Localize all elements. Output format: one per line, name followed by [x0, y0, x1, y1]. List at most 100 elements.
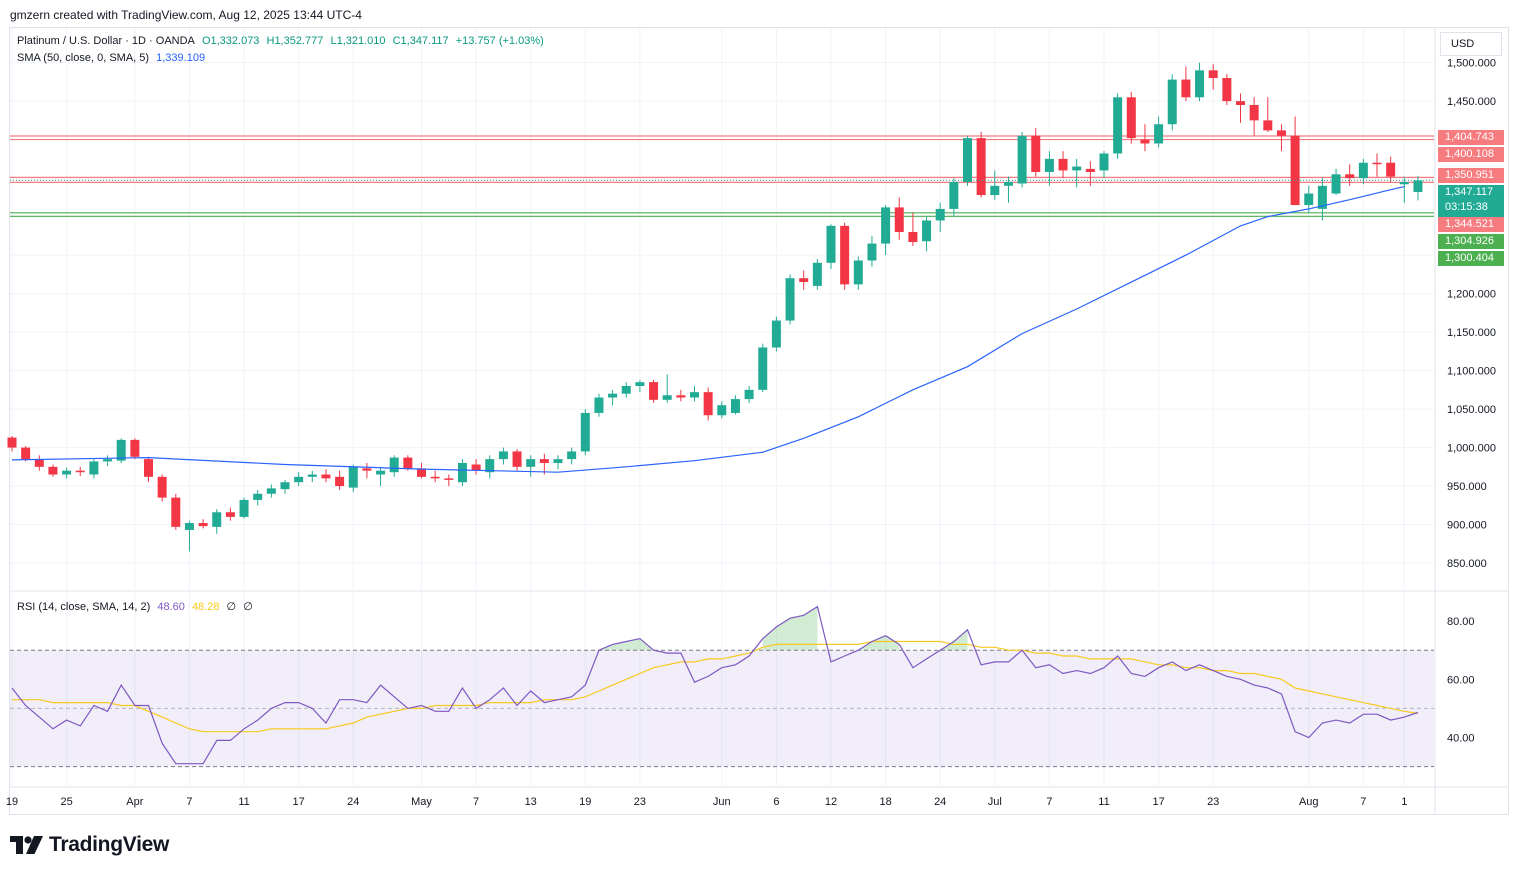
candle-body: [430, 476, 440, 479]
candle-body: [840, 225, 850, 285]
candle-body: [881, 207, 891, 244]
high-value: H1,352.777: [266, 35, 324, 47]
candle-body: [785, 278, 795, 321]
time-tick-label: 11: [1098, 796, 1109, 808]
time-tick-label: 24: [347, 796, 359, 808]
chart-frame: [9, 27, 1509, 815]
candle-body: [963, 138, 972, 182]
candle-body: [1249, 104, 1259, 121]
candle-body: [908, 232, 918, 243]
candle-body: [1386, 162, 1396, 177]
candle-body: [294, 476, 304, 483]
time-tick-label: 12: [825, 796, 837, 808]
time-tick-label: Aug: [1299, 796, 1319, 808]
price-tick-label: 1,050.000: [1447, 404, 1496, 416]
time-tick-label: 19: [579, 796, 591, 808]
time-tick-label: Apr: [126, 796, 143, 808]
candle-body: [321, 474, 331, 479]
candle-body: [635, 382, 645, 386]
candle-body: [266, 488, 276, 494]
rsi-overbought-fill: [762, 606, 818, 651]
candle-body: [471, 464, 481, 471]
candle-body: [1372, 162, 1382, 165]
change-value: +13.757 (+1.03%): [455, 35, 544, 47]
time-tick-label: 25: [60, 796, 72, 808]
candle-body: [594, 397, 604, 413]
candle-body: [1345, 174, 1355, 179]
candle-body: [389, 457, 399, 473]
candle-body: [1304, 193, 1314, 206]
rsi-overbought-fill: [940, 629, 968, 651]
candle-body: [1263, 120, 1273, 131]
candle-body: [649, 382, 659, 400]
price-tag-1350: 1,350.951: [1438, 168, 1504, 183]
candle-body: [730, 399, 740, 413]
candle-body: [1358, 162, 1368, 179]
candle-body: [826, 225, 836, 263]
bar-countdown: 03:15:38: [1445, 201, 1488, 213]
candle-body: [949, 181, 959, 209]
candle-body: [444, 478, 454, 480]
last-price-tag: 1,347.117 03:15:38: [1438, 185, 1504, 217]
candle-body: [935, 208, 945, 221]
candle-body: [1331, 174, 1341, 194]
rsi-label: RSI (14, close, SMA, 14, 2): [17, 601, 151, 613]
time-tick-label: 13: [525, 796, 537, 808]
candle-body: [1031, 135, 1041, 172]
candle-body: [457, 462, 467, 483]
candle-body: [253, 493, 263, 500]
brand-name: TradingView: [49, 833, 170, 856]
last-price-value: 1,347.117: [1445, 186, 1494, 198]
candle-body: [1126, 97, 1136, 139]
candle-body: [676, 395, 686, 398]
tradingview-logo-icon: [10, 836, 43, 854]
symbol-legend: Platinum / U.S. Dollar · 1D · OANDA O1,3…: [17, 35, 548, 47]
candle-body: [1003, 181, 1013, 186]
candle-body: [758, 347, 768, 390]
candle-body: [144, 459, 153, 477]
price-tick-label: 1,450.000: [1447, 96, 1496, 108]
candle-body: [867, 243, 877, 261]
tradingview-logo[interactable]: TradingView: [10, 832, 169, 858]
candle-body: [799, 278, 809, 283]
candle-body: [21, 447, 31, 460]
sma-legend: SMA (50, close, 0, SMA, 5) 1,339.109: [17, 52, 209, 64]
price-tick-label: 1,150.000: [1447, 327, 1496, 339]
candle-body: [1167, 79, 1177, 125]
candle-body: [580, 412, 590, 452]
rsi-ma-value: 48.28: [191, 601, 220, 613]
rsi-legend: RSI (14, close, SMA, 14, 2) 48.60 48.28 …: [17, 600, 257, 613]
candle-body: [567, 451, 577, 460]
candle-body: [976, 138, 986, 196]
candle-body: [922, 220, 932, 242]
candle-body: [553, 459, 563, 463]
time-tick-label: 7: [1046, 796, 1052, 808]
candle-body: [225, 512, 235, 517]
price-tick-label: 1,500.000: [1447, 58, 1496, 70]
candle-body: [621, 385, 631, 394]
time-tick-label: 18: [879, 796, 891, 808]
candle-body: [307, 474, 317, 477]
candle-body: [512, 451, 522, 467]
sma-value: 1,339.109: [156, 52, 206, 64]
rsi-tick-label: 40.00: [1447, 733, 1475, 745]
candle-body: [812, 262, 822, 286]
candle-body: [703, 392, 713, 416]
price-tag-1400: 1,400.108: [1438, 147, 1504, 162]
currency-selector[interactable]: USD: [1440, 32, 1502, 56]
symbol-title: Platinum / U.S. Dollar · 1D · OANDA: [17, 35, 195, 47]
rsi-tick-label: 80.00: [1447, 616, 1475, 628]
chart-caption: gmzern created with TradingView.com, Aug…: [10, 8, 362, 22]
time-tick-label: 23: [634, 796, 646, 808]
candle-body: [171, 497, 181, 527]
rsi-overbought-fill: [599, 638, 654, 651]
rsi-extra-2: ∅: [243, 601, 253, 613]
candle-body: [335, 476, 345, 487]
candle-body: [157, 476, 167, 498]
candle-body: [1317, 185, 1327, 209]
candle-body: [103, 459, 113, 462]
candle-body: [853, 260, 863, 285]
time-tick-label: 23: [1207, 796, 1219, 808]
time-tick-label: 24: [934, 796, 946, 808]
